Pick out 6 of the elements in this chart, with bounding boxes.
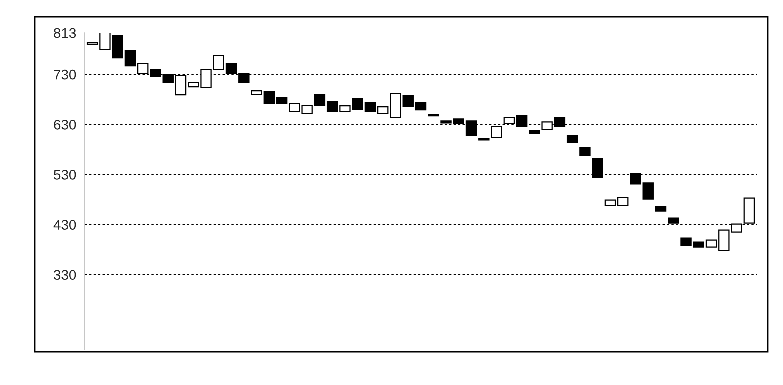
y-tick-label: 630 — [54, 120, 76, 130]
y-tick-label: 330 — [54, 270, 76, 280]
y-tick-label: 430 — [54, 220, 76, 230]
y-tick-label: 530 — [54, 170, 76, 180]
y-tick-label: 813 — [54, 28, 76, 38]
y-tick-label: 730 — [54, 70, 76, 80]
